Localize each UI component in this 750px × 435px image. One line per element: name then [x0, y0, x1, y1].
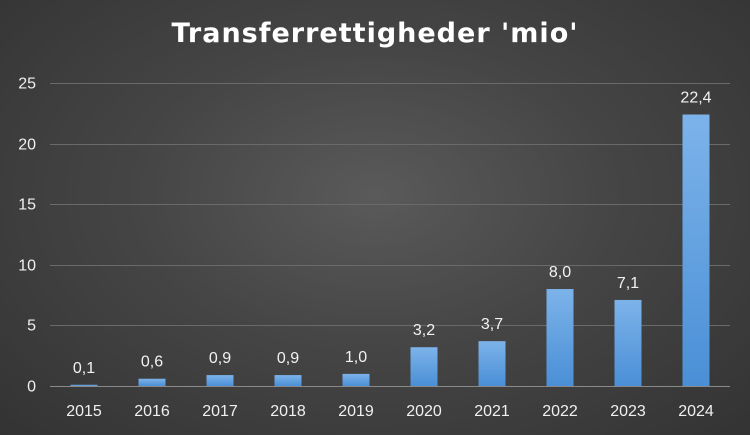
data-label-2024: 22,4 — [680, 90, 711, 107]
data-label-2015: 0,1 — [73, 360, 95, 377]
y-tick-label: 0 — [27, 379, 36, 396]
gridlines — [50, 83, 730, 387]
bar-2015 — [70, 384, 98, 386]
x-tick-label-2015: 2015 — [66, 403, 102, 420]
x-tick-label-2024: 2024 — [678, 403, 714, 420]
x-tick-label-2017: 2017 — [202, 403, 238, 420]
bar-2022 — [546, 289, 574, 386]
data-label-2022: 8,0 — [549, 264, 571, 281]
y-tick-label: 25 — [18, 76, 36, 93]
y-tick-label: 15 — [18, 197, 36, 214]
y-tick-label: 20 — [18, 137, 36, 154]
data-label-2021: 3,7 — [481, 316, 503, 333]
x-tick-label-2018: 2018 — [270, 403, 306, 420]
chart-title: Transferrettigheder 'mio' — [171, 18, 579, 49]
bar-2020 — [410, 347, 438, 386]
bars — [70, 114, 710, 387]
data-label-2017: 0,9 — [209, 350, 231, 367]
bar-2021 — [478, 341, 506, 386]
x-tick-label-2019: 2019 — [338, 403, 374, 420]
data-labels: 0,1 0,6 0,9 0,9 1,0 3,2 3,7 8,0 7,1 22,4 — [73, 90, 712, 377]
bar-2018 — [274, 375, 302, 386]
data-label-2023: 7,1 — [617, 275, 639, 292]
y-tick-label: 5 — [27, 318, 36, 335]
x-tick-label-2023: 2023 — [610, 403, 646, 420]
x-axis-ticks: 2015 2016 2017 2018 2019 2020 2021 2022 2023 2024 — [66, 403, 714, 420]
x-tick-label-2016: 2016 — [134, 403, 170, 420]
bar-2024 — [682, 114, 710, 387]
bar-2023 — [614, 299, 642, 386]
data-label-2018: 0,9 — [277, 350, 299, 367]
data-label-2020: 3,2 — [413, 322, 435, 339]
x-tick-label-2022: 2022 — [542, 403, 578, 420]
y-tick-label: 10 — [18, 258, 36, 275]
bar-2016 — [138, 378, 166, 386]
y-axis-ticks: 0 5 10 15 20 25 — [18, 76, 36, 396]
x-tick-label-2020: 2020 — [406, 403, 442, 420]
x-tick-label-2021: 2021 — [474, 403, 510, 420]
bar-2017 — [206, 375, 234, 386]
bar-2019 — [342, 373, 370, 386]
data-label-2016: 0,6 — [141, 354, 163, 371]
data-label-2019: 1,0 — [345, 349, 367, 366]
